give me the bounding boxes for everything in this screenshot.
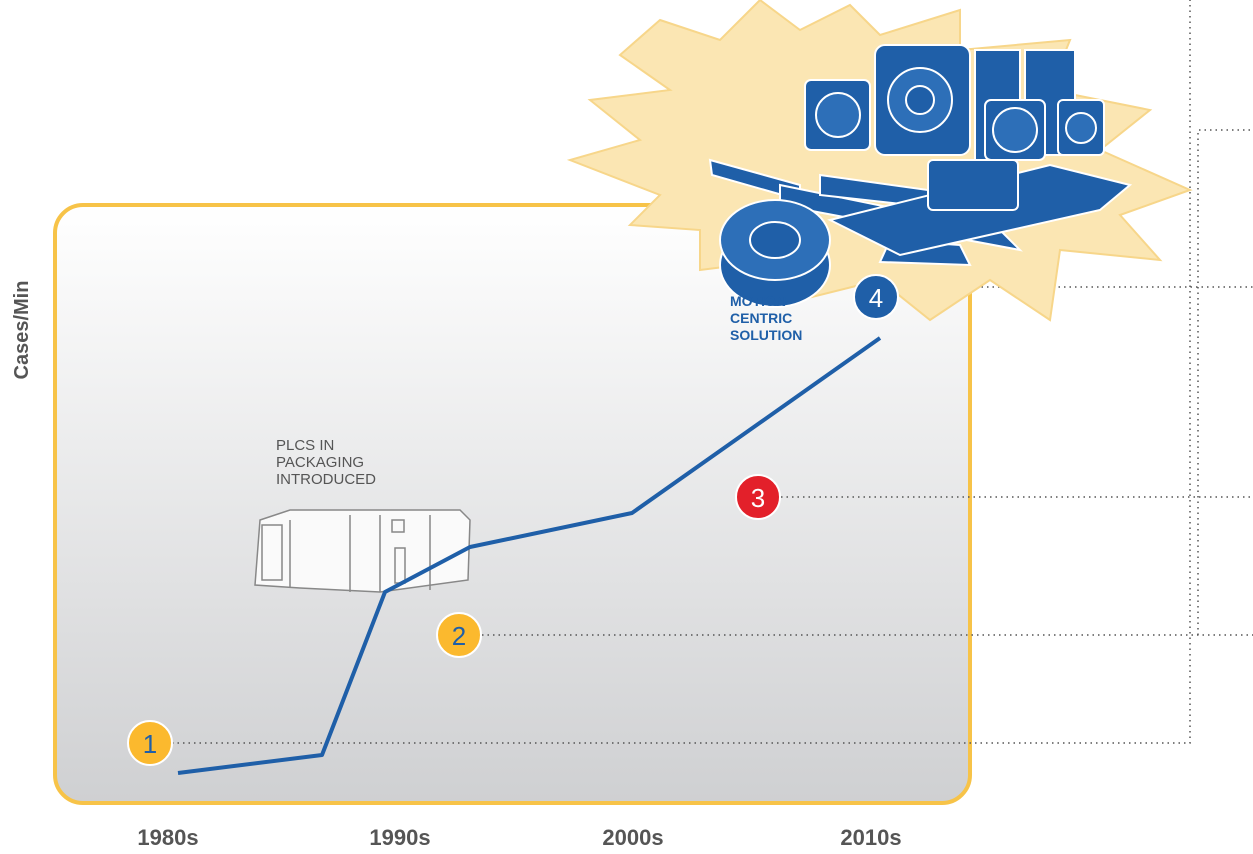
era-label: 1980s	[137, 825, 198, 850]
marker-label: 2	[452, 621, 466, 651]
marker: 1	[127, 720, 173, 766]
annotation-line: INTRODUCED	[276, 471, 376, 488]
marker: 3	[735, 474, 781, 520]
era-label: 2000s	[602, 825, 663, 850]
era-label: 1990s	[369, 825, 430, 850]
marker-label: 1	[143, 729, 157, 759]
marker: 4	[853, 274, 899, 320]
annotation-line: MOTION-	[730, 293, 791, 309]
chart-panel	[53, 203, 972, 805]
annotation: PLCS IN PACKAGING INTRODUCED	[276, 437, 376, 488]
annotation-line: PLCS IN	[276, 437, 334, 454]
annotation-line: PACKAGING	[276, 454, 364, 471]
leader-lines	[172, 0, 1253, 744]
annotation-line: CENTRIC	[730, 310, 792, 326]
plc-drawing	[254, 509, 471, 593]
annotation: MOTION- CENTRIC SOLUTION	[730, 293, 802, 343]
axis-label: Cases/Min	[11, 281, 33, 380]
marker: 2	[436, 612, 482, 658]
marker-label: 4	[869, 283, 883, 313]
marker-label: 3	[751, 483, 765, 513]
growth-line	[177, 336, 882, 775]
annotation-line: SOLUTION	[730, 327, 802, 343]
era-label: 2010s	[840, 825, 901, 850]
motion-products	[708, 44, 1133, 308]
